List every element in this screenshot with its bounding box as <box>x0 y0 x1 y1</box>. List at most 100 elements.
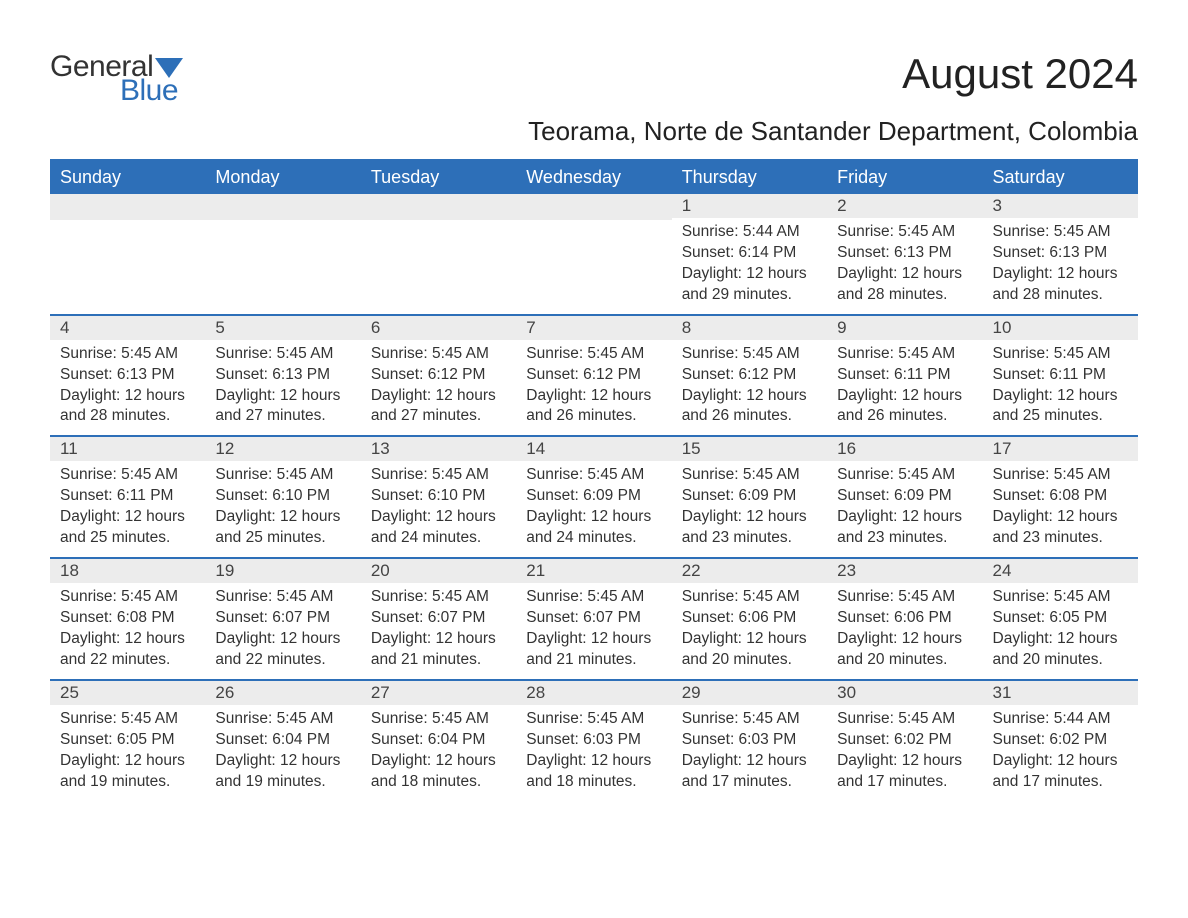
sunset-text: Sunset: 6:04 PM <box>215 730 350 751</box>
sunrise-text: Sunrise: 5:45 AM <box>215 465 350 486</box>
day-content: Sunrise: 5:45 AMSunset: 6:09 PMDaylight:… <box>672 461 827 557</box>
calendar-day-cell: 11Sunrise: 5:45 AMSunset: 6:11 PMDayligh… <box>50 437 205 557</box>
day-number: 26 <box>205 681 360 705</box>
calendar-day-cell: 20Sunrise: 5:45 AMSunset: 6:07 PMDayligh… <box>361 559 516 679</box>
calendar-day-cell: 3Sunrise: 5:45 AMSunset: 6:13 PMDaylight… <box>983 194 1138 314</box>
day-content: Sunrise: 5:45 AMSunset: 6:06 PMDaylight:… <box>672 583 827 679</box>
day-header-tuesday: Tuesday <box>361 161 516 194</box>
calendar-day-cell: 14Sunrise: 5:45 AMSunset: 6:09 PMDayligh… <box>516 437 671 557</box>
sunrise-text: Sunrise: 5:45 AM <box>60 587 195 608</box>
sunset-text: Sunset: 6:09 PM <box>837 486 972 507</box>
sunset-text: Sunset: 6:05 PM <box>60 730 195 751</box>
sunrise-text: Sunrise: 5:45 AM <box>993 465 1128 486</box>
day-header-friday: Friday <box>827 161 982 194</box>
calendar-day-cell: 16Sunrise: 5:45 AMSunset: 6:09 PMDayligh… <box>827 437 982 557</box>
day-content: Sunrise: 5:45 AMSunset: 6:09 PMDaylight:… <box>516 461 671 557</box>
day-number <box>205 194 360 220</box>
day-number: 21 <box>516 559 671 583</box>
daylight-text: Daylight: 12 hours and 17 minutes. <box>837 751 972 793</box>
day-number: 9 <box>827 316 982 340</box>
calendar-day-cell <box>361 194 516 314</box>
calendar-day-cell: 13Sunrise: 5:45 AMSunset: 6:10 PMDayligh… <box>361 437 516 557</box>
daylight-text: Daylight: 12 hours and 26 minutes. <box>526 386 661 428</box>
sunset-text: Sunset: 6:06 PM <box>682 608 817 629</box>
sunset-text: Sunset: 6:13 PM <box>215 365 350 386</box>
daylight-text: Daylight: 12 hours and 27 minutes. <box>371 386 506 428</box>
day-content: Sunrise: 5:45 AMSunset: 6:13 PMDaylight:… <box>205 340 360 436</box>
calendar-week: 18Sunrise: 5:45 AMSunset: 6:08 PMDayligh… <box>50 557 1138 679</box>
sunset-text: Sunset: 6:07 PM <box>526 608 661 629</box>
daylight-text: Daylight: 12 hours and 26 minutes. <box>837 386 972 428</box>
sunrise-text: Sunrise: 5:45 AM <box>215 709 350 730</box>
day-content: Sunrise: 5:45 AMSunset: 6:11 PMDaylight:… <box>983 340 1138 436</box>
day-header-sunday: Sunday <box>50 161 205 194</box>
day-number: 28 <box>516 681 671 705</box>
day-number: 24 <box>983 559 1138 583</box>
weeks-container: 1Sunrise: 5:44 AMSunset: 6:14 PMDaylight… <box>50 194 1138 800</box>
sunrise-text: Sunrise: 5:45 AM <box>526 344 661 365</box>
sunset-text: Sunset: 6:03 PM <box>526 730 661 751</box>
calendar-day-cell <box>516 194 671 314</box>
sunset-text: Sunset: 6:10 PM <box>371 486 506 507</box>
day-number: 25 <box>50 681 205 705</box>
sunset-text: Sunset: 6:04 PM <box>371 730 506 751</box>
sunset-text: Sunset: 6:09 PM <box>682 486 817 507</box>
daylight-text: Daylight: 12 hours and 21 minutes. <box>371 629 506 671</box>
sunrise-text: Sunrise: 5:44 AM <box>682 222 817 243</box>
sunrise-text: Sunrise: 5:45 AM <box>526 709 661 730</box>
sunset-text: Sunset: 6:08 PM <box>993 486 1128 507</box>
calendar-day-cell: 18Sunrise: 5:45 AMSunset: 6:08 PMDayligh… <box>50 559 205 679</box>
daylight-text: Daylight: 12 hours and 28 minutes. <box>993 264 1128 306</box>
calendar-day-cell: 6Sunrise: 5:45 AMSunset: 6:12 PMDaylight… <box>361 316 516 436</box>
sunrise-text: Sunrise: 5:45 AM <box>837 465 972 486</box>
calendar-day-cell: 28Sunrise: 5:45 AMSunset: 6:03 PMDayligh… <box>516 681 671 801</box>
day-number: 6 <box>361 316 516 340</box>
day-content: Sunrise: 5:45 AMSunset: 6:06 PMDaylight:… <box>827 583 982 679</box>
day-number: 10 <box>983 316 1138 340</box>
calendar-day-cell: 24Sunrise: 5:45 AMSunset: 6:05 PMDayligh… <box>983 559 1138 679</box>
calendar-day-cell: 12Sunrise: 5:45 AMSunset: 6:10 PMDayligh… <box>205 437 360 557</box>
calendar: Sunday Monday Tuesday Wednesday Thursday… <box>50 159 1138 800</box>
daylight-text: Daylight: 12 hours and 25 minutes. <box>993 386 1128 428</box>
day-content: Sunrise: 5:45 AMSunset: 6:04 PMDaylight:… <box>205 705 360 801</box>
day-content: Sunrise: 5:45 AMSunset: 6:12 PMDaylight:… <box>672 340 827 436</box>
day-number: 8 <box>672 316 827 340</box>
sunrise-text: Sunrise: 5:45 AM <box>215 344 350 365</box>
daylight-text: Daylight: 12 hours and 27 minutes. <box>215 386 350 428</box>
calendar-day-cell: 2Sunrise: 5:45 AMSunset: 6:13 PMDaylight… <box>827 194 982 314</box>
page-title: August 2024 <box>902 50 1138 98</box>
day-number: 23 <box>827 559 982 583</box>
sunrise-text: Sunrise: 5:45 AM <box>526 587 661 608</box>
day-header-saturday: Saturday <box>983 161 1138 194</box>
sunset-text: Sunset: 6:12 PM <box>526 365 661 386</box>
day-number: 30 <box>827 681 982 705</box>
calendar-day-cell: 7Sunrise: 5:45 AMSunset: 6:12 PMDaylight… <box>516 316 671 436</box>
sunrise-text: Sunrise: 5:45 AM <box>371 587 506 608</box>
calendar-day-cell: 4Sunrise: 5:45 AMSunset: 6:13 PMDaylight… <box>50 316 205 436</box>
calendar-day-cell: 10Sunrise: 5:45 AMSunset: 6:11 PMDayligh… <box>983 316 1138 436</box>
day-content: Sunrise: 5:45 AMSunset: 6:07 PMDaylight:… <box>361 583 516 679</box>
daylight-text: Daylight: 12 hours and 19 minutes. <box>60 751 195 793</box>
calendar-day-cell: 26Sunrise: 5:45 AMSunset: 6:04 PMDayligh… <box>205 681 360 801</box>
sunset-text: Sunset: 6:05 PM <box>993 608 1128 629</box>
sunset-text: Sunset: 6:02 PM <box>837 730 972 751</box>
calendar-week: 11Sunrise: 5:45 AMSunset: 6:11 PMDayligh… <box>50 435 1138 557</box>
calendar-day-cell: 21Sunrise: 5:45 AMSunset: 6:07 PMDayligh… <box>516 559 671 679</box>
sunrise-text: Sunrise: 5:45 AM <box>682 587 817 608</box>
day-number: 15 <box>672 437 827 461</box>
sunrise-text: Sunrise: 5:45 AM <box>60 344 195 365</box>
daylight-text: Daylight: 12 hours and 19 minutes. <box>215 751 350 793</box>
sunset-text: Sunset: 6:13 PM <box>837 243 972 264</box>
day-number: 29 <box>672 681 827 705</box>
day-content: Sunrise: 5:45 AMSunset: 6:02 PMDaylight:… <box>827 705 982 801</box>
day-content: Sunrise: 5:44 AMSunset: 6:02 PMDaylight:… <box>983 705 1138 801</box>
calendar-day-cell: 25Sunrise: 5:45 AMSunset: 6:05 PMDayligh… <box>50 681 205 801</box>
daylight-text: Daylight: 12 hours and 22 minutes. <box>60 629 195 671</box>
sunrise-text: Sunrise: 5:45 AM <box>837 587 972 608</box>
daylight-text: Daylight: 12 hours and 20 minutes. <box>682 629 817 671</box>
day-content: Sunrise: 5:45 AMSunset: 6:12 PMDaylight:… <box>516 340 671 436</box>
day-number: 2 <box>827 194 982 218</box>
calendar-day-cell: 22Sunrise: 5:45 AMSunset: 6:06 PMDayligh… <box>672 559 827 679</box>
calendar-day-cell: 5Sunrise: 5:45 AMSunset: 6:13 PMDaylight… <box>205 316 360 436</box>
daylight-text: Daylight: 12 hours and 20 minutes. <box>993 629 1128 671</box>
